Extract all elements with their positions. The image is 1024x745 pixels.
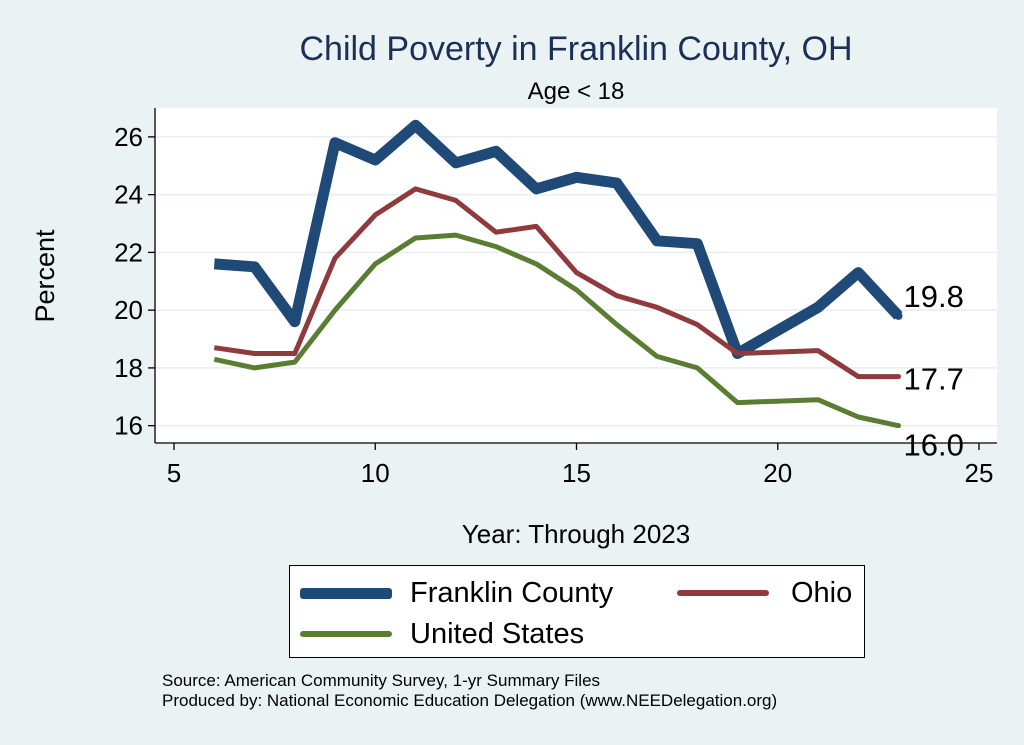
y-tick-label: 16 — [114, 411, 143, 441]
y-tick-label: 22 — [114, 237, 143, 267]
legend-label-ohio: Ohio — [791, 576, 853, 609]
series-endpoint-franklin-county — [894, 311, 903, 320]
producer-note: Produced by: National Economic Education… — [162, 691, 778, 710]
legend-swatch-ohio — [677, 590, 769, 596]
y-tick-label: 24 — [114, 180, 143, 210]
legend-item-united-states: United States — [300, 617, 585, 650]
legend-item-franklin-county: Franklin County — [300, 576, 614, 609]
x-tick-label: 5 — [167, 458, 181, 488]
axes: 16 18 20 22 24 26 5 10 15 20 25 — [114, 108, 997, 488]
x-tick-label: 25 — [965, 458, 994, 488]
legend-label-franklin-county: Franklin County — [410, 576, 614, 609]
x-tick-label: 10 — [361, 458, 390, 488]
series-lines — [213, 119, 903, 429]
chart-title: Child Poverty in Franklin County, OH — [299, 30, 852, 68]
x-tick-label: 15 — [562, 458, 591, 488]
chart-subtitle: Age < 18 — [528, 78, 625, 105]
series-line-united-states — [213, 232, 900, 429]
end-label-franklin-county: 19.8 — [904, 279, 964, 314]
series-line-ohio — [213, 186, 899, 380]
legend-swatch-franklin-county — [300, 587, 392, 599]
series-endpoint-ohio — [896, 374, 901, 380]
plot-area — [155, 108, 997, 443]
end-label-united-states: 16.0 — [904, 428, 964, 463]
legend-swatch-united-states — [300, 631, 392, 637]
source-note: Source: American Community Survey, 1-yr … — [162, 671, 601, 690]
series-line-franklin-county — [213, 119, 903, 359]
y-tick-label: 26 — [114, 122, 143, 152]
y-tick-label: 20 — [114, 295, 143, 325]
end-labels: 19.8 17.7 16.0 — [904, 279, 964, 463]
x-tick-label: 20 — [763, 458, 792, 488]
legend: Franklin County Ohio United States — [289, 565, 865, 658]
y-axis-label: Percent — [30, 229, 60, 323]
series-endpoint-united-states — [896, 423, 901, 429]
y-tick-label: 18 — [114, 353, 143, 383]
legend-item-ohio: Ohio — [677, 576, 853, 609]
x-axis-label: Year: Through 2023 — [462, 519, 690, 549]
legend-label-united-states: United States — [410, 617, 585, 650]
end-label-ohio: 17.7 — [904, 362, 964, 397]
